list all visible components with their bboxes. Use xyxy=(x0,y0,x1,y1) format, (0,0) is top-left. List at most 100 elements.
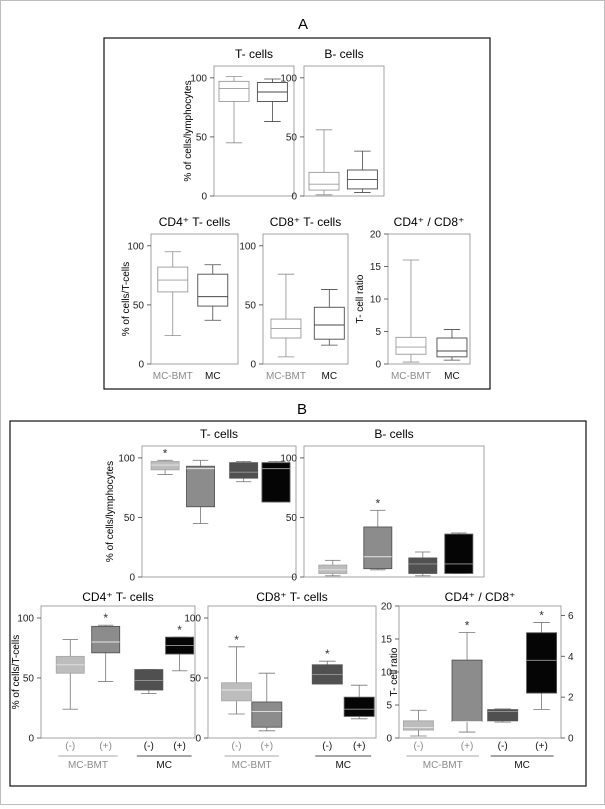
plot-title-A-ratio: CD4⁺ / CD8⁺ xyxy=(394,215,465,229)
x-sub-label: (+) xyxy=(353,741,366,752)
y-tick-label-B-ratio: 15 xyxy=(381,635,393,646)
x-sub-label: (-) xyxy=(498,741,508,752)
y-tick-label-A-cd8: 0 xyxy=(250,360,256,371)
y-tick-label-A-ratio: 20 xyxy=(370,230,382,241)
plot-title-A-cd8: CD8⁺ T- cells xyxy=(270,215,341,229)
box-B-ratio xyxy=(451,659,483,722)
panel-b-frame xyxy=(9,420,587,787)
y-tick-label-A-tcells: 50 xyxy=(196,132,208,143)
significance-star: * xyxy=(465,618,470,632)
x-group-label: MC xyxy=(322,371,338,382)
y-tick-label-A-cd8: 50 xyxy=(245,300,257,311)
box-B-ratio xyxy=(402,720,434,731)
y-tick-label-B-cd8: 50 xyxy=(190,674,202,685)
x-group-label: MC xyxy=(156,760,172,771)
plot-frame-A-cd4 xyxy=(150,233,239,365)
y-tick-label-A-ratio: 0 xyxy=(375,360,381,371)
y-tick-label-B-cd8: 0 xyxy=(195,734,201,745)
y2-tick-label-B-ratio: 0 xyxy=(568,734,574,745)
y-axis-label-B-ratio: T- cell ratio xyxy=(389,647,400,696)
y2-tick-label-B-ratio: 2 xyxy=(568,693,574,704)
significance-star: * xyxy=(539,609,544,623)
y-tick-label-B-cd8: 100 xyxy=(184,614,201,625)
significance-star: * xyxy=(375,496,380,510)
x-sub-label: (+) xyxy=(535,741,548,752)
panel-a-frame xyxy=(103,37,491,390)
plot-title-B-cd8: CD8⁺ T- cells xyxy=(256,590,327,604)
y-axis-label-A-ratio: T- cell ratio xyxy=(355,274,366,323)
x-group-label: MC-BMT xyxy=(68,760,108,771)
y-tick-label-A-tcells: 0 xyxy=(201,192,207,203)
box-B-cd8 xyxy=(343,696,375,717)
box-B-ratio xyxy=(487,709,519,722)
x-group-label: MC-BMT xyxy=(266,371,306,382)
plot-frame-B-cd8 xyxy=(207,605,377,739)
y-axis-label-A-tcells: % of cells/lymphocytes xyxy=(183,80,194,181)
x-group-label: MC xyxy=(514,760,530,771)
x-sub-label: (-) xyxy=(413,741,423,752)
y-tick-label-A-cd4: 50 xyxy=(133,300,145,311)
y-tick-label-A-tcells: 100 xyxy=(190,73,207,84)
box-A-tcells xyxy=(218,80,250,102)
significance-star: * xyxy=(325,647,330,661)
x-group-label: MC xyxy=(444,371,460,382)
y-tick-label-B-tcells: 50 xyxy=(124,513,136,524)
x-sub-label: (+) xyxy=(461,741,474,752)
plot-title-A-tcells: T- cells xyxy=(235,47,273,61)
y-tick-label-A-cd4: 100 xyxy=(127,241,144,252)
y-tick-label-B-ratio: 0 xyxy=(386,734,392,745)
box-B-cd4 xyxy=(134,669,164,691)
y-tick-label-A-ratio: 5 xyxy=(375,327,381,338)
y-tick-label-B-cd4: 100 xyxy=(17,614,34,625)
x-sub-label: (+) xyxy=(261,741,274,752)
x-group-label: MC-BMT xyxy=(232,760,272,771)
box-A-cd4 xyxy=(157,266,189,293)
plot-frame-A-tcells xyxy=(213,65,295,197)
significance-star: * xyxy=(177,623,182,637)
y2-tick-label-B-ratio: 6 xyxy=(568,611,574,622)
y-tick-label-B-cd4: 50 xyxy=(23,674,35,685)
box-B-tcells xyxy=(186,465,215,508)
box-B-tcells xyxy=(261,462,291,503)
y-tick-label-A-ratio: 10 xyxy=(370,295,382,306)
y-tick-label-B-bcells: 50 xyxy=(286,513,298,524)
y2-tick-label-B-ratio: 4 xyxy=(568,652,574,663)
box-A-ratio xyxy=(395,336,427,355)
y-tick-label-A-bcells: 100 xyxy=(280,73,297,84)
x-sub-label: (-) xyxy=(144,741,154,752)
y-axis-label-B-cd4: % of cells/T-cells xyxy=(11,635,22,709)
plot-title-B-ratio: CD4⁺ / CD8⁺ xyxy=(445,590,516,604)
box-A-ratio xyxy=(436,337,468,358)
y-tick-label-B-tcells: 100 xyxy=(118,453,135,464)
box-A-cd8 xyxy=(313,306,345,340)
box-B-tcells xyxy=(229,462,259,479)
plot-frame-A-bcells xyxy=(303,65,385,197)
x-sub-label: (-) xyxy=(65,741,75,752)
panel-label-b: B xyxy=(297,401,307,418)
significance-star: * xyxy=(103,611,108,625)
box-A-cd4 xyxy=(197,273,229,307)
box-B-cd8 xyxy=(251,701,283,728)
plot-frame-B-cd4 xyxy=(40,605,196,739)
y-tick-label-A-cd4: 0 xyxy=(138,360,144,371)
y-tick-label-A-cd8: 100 xyxy=(239,241,256,252)
y-tick-label-B-bcells: 100 xyxy=(280,453,297,464)
y-tick-label-B-ratio: 20 xyxy=(381,602,393,613)
y-tick-label-A-bcells: 0 xyxy=(291,192,297,203)
x-sub-label: (-) xyxy=(322,741,332,752)
x-group-label: MC xyxy=(205,371,221,382)
plot-frame-B-tcells xyxy=(141,445,297,578)
plot-title-B-tcells: T- cells xyxy=(200,427,238,441)
plot-frame-A-cd8 xyxy=(262,233,349,365)
y-tick-label-B-ratio: 5 xyxy=(386,701,392,712)
y-tick-label-B-tcells: 0 xyxy=(129,573,135,584)
y-tick-label-B-cd4: 0 xyxy=(28,734,34,745)
x-sub-label: (+) xyxy=(173,741,186,752)
box-B-bcells xyxy=(444,533,474,574)
x-group-label: MC-BMT xyxy=(423,760,463,771)
box-B-bcells xyxy=(363,526,393,570)
box-A-bcells xyxy=(308,171,340,191)
box-B-bcells xyxy=(318,564,348,574)
